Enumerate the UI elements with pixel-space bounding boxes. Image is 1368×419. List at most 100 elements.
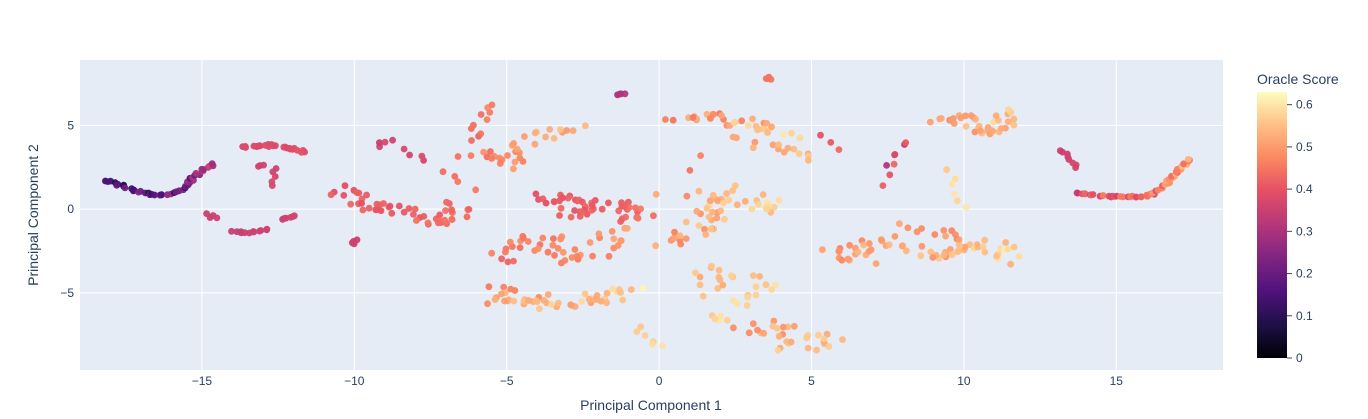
data-point bbox=[567, 213, 575, 221]
data-point bbox=[749, 320, 757, 328]
data-point bbox=[567, 301, 575, 309]
data-point bbox=[228, 227, 235, 235]
data-point bbox=[954, 248, 961, 256]
y-axis-label: Principal Component 2 bbox=[25, 144, 41, 286]
data-point bbox=[395, 202, 403, 210]
data-point bbox=[504, 152, 511, 159]
colorbar-tick-label: 0.3 bbox=[1296, 224, 1313, 238]
data-point bbox=[531, 140, 539, 148]
data-point bbox=[974, 243, 982, 251]
data-point bbox=[729, 187, 736, 195]
data-point bbox=[749, 144, 757, 152]
data-points bbox=[102, 73, 1193, 354]
data-point bbox=[617, 218, 624, 225]
data-point bbox=[377, 207, 385, 215]
data-point bbox=[743, 302, 751, 309]
data-point bbox=[728, 272, 735, 280]
colorbar-tick-label: 0.1 bbox=[1296, 309, 1313, 323]
data-point bbox=[904, 224, 912, 232]
data-point bbox=[544, 291, 552, 298]
data-point bbox=[536, 305, 543, 313]
data-point bbox=[719, 281, 727, 289]
data-point bbox=[563, 127, 571, 134]
data-point bbox=[865, 248, 873, 255]
data-point bbox=[948, 180, 956, 188]
data-point bbox=[534, 245, 542, 253]
data-point bbox=[962, 123, 970, 130]
data-point bbox=[376, 139, 383, 147]
data-point bbox=[263, 225, 271, 233]
data-point bbox=[948, 251, 956, 259]
data-point bbox=[659, 342, 666, 350]
data-point bbox=[877, 236, 885, 244]
data-point bbox=[707, 114, 714, 122]
data-point bbox=[405, 205, 413, 212]
data-point bbox=[989, 127, 997, 135]
data-point bbox=[434, 219, 442, 227]
data-point bbox=[992, 112, 1000, 120]
data-point bbox=[359, 206, 367, 214]
data-point bbox=[790, 322, 798, 330]
data-point bbox=[718, 112, 725, 119]
data-point bbox=[940, 227, 948, 234]
data-point bbox=[510, 165, 517, 173]
data-point bbox=[365, 204, 373, 212]
data-point bbox=[488, 101, 496, 109]
data-point bbox=[546, 125, 554, 133]
data-point bbox=[250, 228, 258, 236]
data-point bbox=[692, 269, 699, 277]
data-point bbox=[1010, 121, 1018, 129]
data-point bbox=[729, 297, 737, 304]
data-point bbox=[410, 211, 417, 218]
data-point bbox=[525, 297, 533, 304]
data-point bbox=[708, 262, 715, 270]
data-point bbox=[886, 171, 894, 179]
data-point bbox=[436, 211, 444, 219]
data-point bbox=[769, 141, 777, 149]
data-point bbox=[556, 212, 563, 219]
data-point bbox=[775, 332, 783, 340]
data-point bbox=[723, 190, 730, 197]
data-point bbox=[192, 169, 200, 177]
data-point bbox=[780, 130, 787, 138]
x-tick-label: −15 bbox=[192, 374, 213, 388]
grid-lines bbox=[80, 60, 1223, 370]
data-point bbox=[496, 160, 504, 167]
data-point bbox=[400, 208, 408, 216]
data-point bbox=[268, 182, 276, 190]
data-point bbox=[790, 145, 798, 153]
data-point bbox=[454, 153, 462, 160]
data-point bbox=[597, 297, 605, 305]
data-point bbox=[838, 256, 846, 264]
data-point bbox=[255, 163, 262, 170]
data-point bbox=[603, 289, 611, 297]
y-axis-ticks: −5 0 5 bbox=[60, 118, 74, 300]
data-point bbox=[890, 160, 898, 168]
data-point bbox=[731, 182, 739, 190]
data-point bbox=[714, 197, 722, 205]
data-point bbox=[586, 239, 594, 246]
data-point bbox=[741, 197, 749, 205]
data-point bbox=[671, 233, 678, 241]
data-point bbox=[950, 120, 958, 127]
data-point bbox=[1004, 118, 1012, 125]
data-point bbox=[516, 154, 524, 162]
data-point bbox=[637, 205, 644, 213]
data-point bbox=[1137, 193, 1145, 201]
data-point bbox=[695, 187, 703, 195]
x-tick-label: 10 bbox=[957, 374, 971, 388]
data-point bbox=[605, 199, 612, 207]
data-point bbox=[568, 254, 576, 261]
data-point bbox=[652, 242, 659, 250]
data-point bbox=[504, 258, 512, 266]
data-point bbox=[885, 241, 893, 249]
data-point bbox=[940, 251, 948, 259]
data-point bbox=[993, 252, 1000, 260]
data-point bbox=[1081, 190, 1089, 198]
data-point bbox=[701, 225, 708, 233]
data-point bbox=[775, 141, 782, 149]
data-point bbox=[696, 281, 704, 289]
data-point bbox=[1072, 164, 1079, 172]
data-point bbox=[480, 148, 487, 156]
data-point bbox=[756, 273, 764, 280]
